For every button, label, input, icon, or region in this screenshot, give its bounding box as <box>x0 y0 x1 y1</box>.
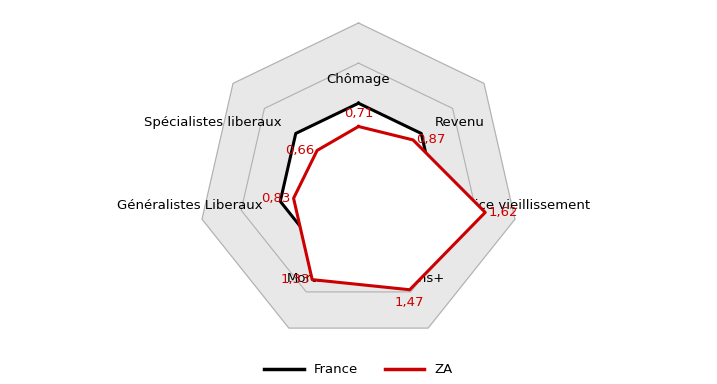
Polygon shape <box>202 23 515 328</box>
Text: 1,33: 1,33 <box>281 273 310 286</box>
Polygon shape <box>280 103 437 256</box>
Text: 0,71: 0,71 <box>343 107 374 120</box>
Polygon shape <box>293 126 485 290</box>
Text: Part 75 ans+: Part 75 ans+ <box>358 271 444 285</box>
Text: Indice vieillissement: Indice vieillissement <box>454 199 590 212</box>
Text: Généralistes Liberaux: Généralistes Liberaux <box>118 199 263 212</box>
Text: 0,87: 0,87 <box>417 134 446 146</box>
Text: Chômage: Chômage <box>327 73 390 86</box>
Text: Mortalité: Mortalité <box>286 271 346 285</box>
Text: 1,47: 1,47 <box>395 296 424 309</box>
Text: 1,62: 1,62 <box>488 206 518 219</box>
Text: 0,66: 0,66 <box>285 144 314 157</box>
Legend: France, ZA: France, ZA <box>259 358 458 382</box>
Text: Revenu: Revenu <box>435 116 485 129</box>
Text: 0,83: 0,83 <box>261 192 290 205</box>
Text: Spécialistes liberaux: Spécialistes liberaux <box>144 116 282 129</box>
